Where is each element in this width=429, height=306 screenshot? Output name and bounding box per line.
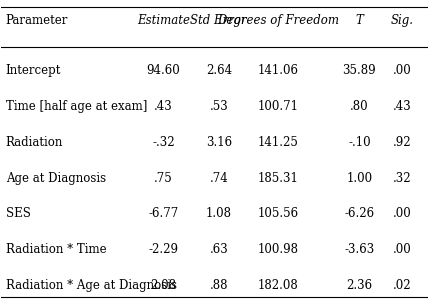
Text: Degrees of Freedom: Degrees of Freedom <box>218 13 339 27</box>
Text: 2.36: 2.36 <box>346 279 372 292</box>
Text: .80: .80 <box>350 100 369 113</box>
Text: .53: .53 <box>209 100 228 113</box>
Text: .00: .00 <box>393 64 411 77</box>
Text: -.10: -.10 <box>348 136 371 149</box>
Text: Radiation * Time: Radiation * Time <box>6 243 106 256</box>
Text: .74: .74 <box>209 172 228 185</box>
Text: .00: .00 <box>393 207 411 220</box>
Text: 35.89: 35.89 <box>343 64 376 77</box>
Text: Intercept: Intercept <box>6 64 61 77</box>
Text: Radiation: Radiation <box>6 136 63 149</box>
Text: 1.00: 1.00 <box>346 172 372 185</box>
Text: .43: .43 <box>393 100 411 113</box>
Text: Time [half age at exam]: Time [half age at exam] <box>6 100 147 113</box>
Text: .88: .88 <box>209 279 228 292</box>
Text: .32: .32 <box>393 172 411 185</box>
Text: 1.08: 1.08 <box>206 207 232 220</box>
Text: -6.77: -6.77 <box>148 207 178 220</box>
Text: -2.29: -2.29 <box>148 243 178 256</box>
Text: .75: .75 <box>154 172 173 185</box>
Text: 100.71: 100.71 <box>258 100 299 113</box>
Text: Sig.: Sig. <box>390 13 414 27</box>
Text: 94.60: 94.60 <box>146 64 180 77</box>
Text: 3.16: 3.16 <box>205 136 232 149</box>
Text: 182.08: 182.08 <box>258 279 299 292</box>
Text: 100.98: 100.98 <box>258 243 299 256</box>
Text: 2.64: 2.64 <box>205 64 232 77</box>
Text: SES: SES <box>6 207 30 220</box>
Text: Std Error: Std Error <box>190 13 247 27</box>
Text: -6.26: -6.26 <box>344 207 375 220</box>
Text: -3.63: -3.63 <box>344 243 375 256</box>
Text: 141.06: 141.06 <box>258 64 299 77</box>
Text: 105.56: 105.56 <box>258 207 299 220</box>
Text: -.32: -.32 <box>152 136 175 149</box>
Text: .92: .92 <box>393 136 411 149</box>
Text: .63: .63 <box>209 243 228 256</box>
Text: 185.31: 185.31 <box>258 172 299 185</box>
Text: Age at Diagnosis: Age at Diagnosis <box>6 172 106 185</box>
Text: 2.08: 2.08 <box>150 279 176 292</box>
Text: Estimate: Estimate <box>137 13 190 27</box>
Text: .00: .00 <box>393 243 411 256</box>
Text: .43: .43 <box>154 100 173 113</box>
Text: .02: .02 <box>393 279 411 292</box>
Text: T: T <box>356 13 363 27</box>
Text: Radiation * Age at Diagnosis: Radiation * Age at Diagnosis <box>6 279 177 292</box>
Text: 141.25: 141.25 <box>258 136 299 149</box>
Text: Parameter: Parameter <box>6 13 68 27</box>
